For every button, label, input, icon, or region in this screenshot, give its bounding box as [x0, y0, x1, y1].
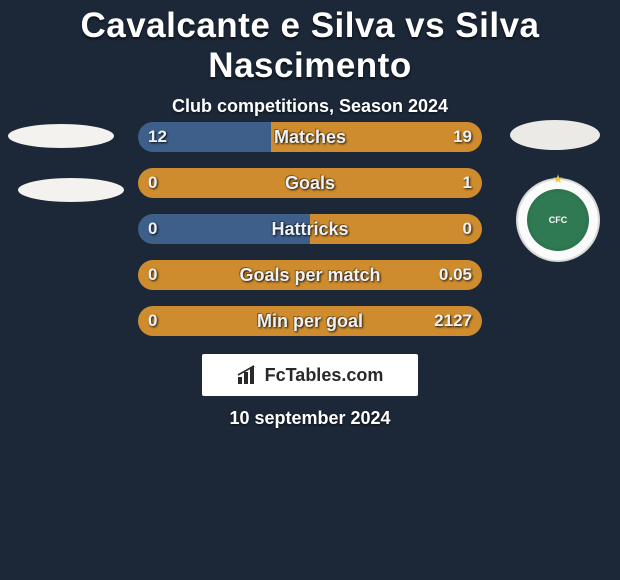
- right-club-badge-1: [510, 120, 600, 150]
- snapshot-date: 10 september 2024: [0, 408, 620, 429]
- stat-label: Goals: [138, 168, 482, 198]
- stat-bar-row: 01Goals: [138, 168, 482, 198]
- stat-bar-row: 00Hattricks: [138, 214, 482, 244]
- stat-label: Goals per match: [138, 260, 482, 290]
- stat-bars: 1219Matches 01Goals 00Hattricks 00.05Goals …: [138, 122, 482, 352]
- bars-icon: [237, 365, 259, 385]
- brand-box: FcTables.com: [202, 354, 418, 396]
- stat-bar-row: 00.05Goals per match: [138, 260, 482, 290]
- left-player-avatar-2: [18, 178, 124, 202]
- stat-label: Matches: [138, 122, 482, 152]
- club-initials: CFC: [549, 215, 568, 225]
- stat-bar-row: 02127Min per goal: [138, 306, 482, 336]
- left-player-avatar-1: [8, 124, 114, 148]
- star-icon: ★: [553, 172, 564, 186]
- comparison-title: Cavalcante e Silva vs Silva Nascimento: [0, 0, 620, 86]
- right-club-badge-2: ★ CFC: [516, 178, 600, 262]
- brand-text: FcTables.com: [265, 365, 384, 386]
- stat-bar-row: 1219Matches: [138, 122, 482, 152]
- stat-label: Hattricks: [138, 214, 482, 244]
- comparison-subtitle: Club competitions, Season 2024: [0, 96, 620, 117]
- stat-label: Min per goal: [138, 306, 482, 336]
- club-badge-inner: CFC: [527, 189, 589, 251]
